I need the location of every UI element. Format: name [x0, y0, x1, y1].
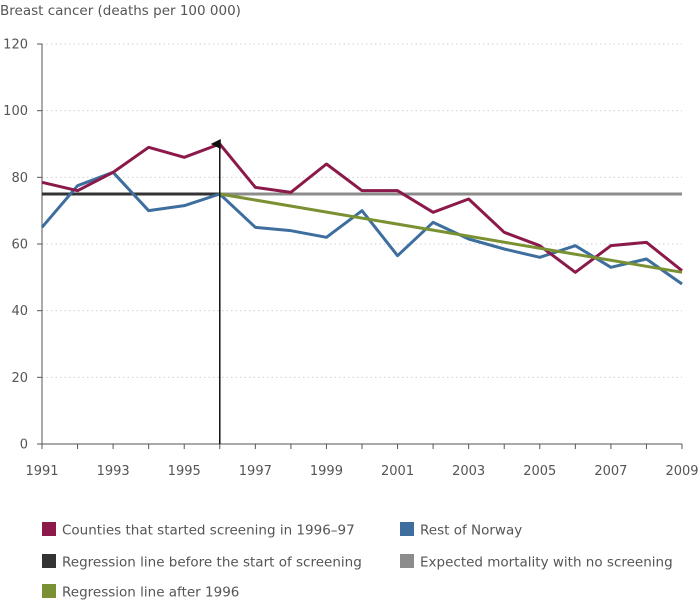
x-tick-label-2001: 2001 [381, 464, 414, 479]
legend: Counties that started screening in 1996–… [42, 522, 673, 601]
legend-swatch-0 [42, 522, 56, 536]
y-tick-label-100: 100 [3, 104, 28, 119]
x-tick-label-1999: 1999 [310, 464, 343, 479]
legend-swatch-2 [42, 554, 56, 568]
grid-lines [42, 43, 682, 378]
legend-label-2: Regression line before the start of scre… [62, 555, 362, 571]
series-line-4 [219, 192, 683, 274]
legend-swatch-4 [42, 584, 56, 598]
series-layer [40, 142, 683, 286]
x-tick-label-1993: 1993 [97, 464, 130, 479]
y-tick-label-80: 80 [11, 171, 28, 186]
y-tick-label-20: 20 [11, 371, 28, 386]
axes: 0 20 40 60 80 100 120 1991 1993 1995 1997 1999 2001 2… [3, 38, 698, 480]
y-tick-label-40: 40 [11, 304, 28, 319]
x-tick-label-1991: 1991 [25, 464, 58, 479]
legend-label-3: Expected mortality with no screening [420, 555, 673, 571]
x-tick-label-1997: 1997 [239, 464, 272, 479]
legend-label-1: Rest of Norway [420, 523, 522, 539]
series-line-0 [41, 142, 683, 274]
legend-swatch-1 [400, 522, 414, 536]
x-tick-label-2005: 2005 [523, 464, 556, 479]
chart-title: Breast cancer (deaths per 100 000) [0, 3, 241, 19]
x-tick-label-2003: 2003 [452, 464, 485, 479]
x-tick-label-2009: 2009 [665, 464, 698, 479]
x-tick-label-1995: 1995 [168, 464, 201, 479]
y-tick-label-0: 0 [20, 438, 28, 453]
legend-swatch-3 [400, 554, 414, 568]
legend-label-0: Counties that started screening in 1996–… [62, 523, 355, 539]
legend-label-4: Regression line after 1996 [62, 585, 239, 601]
y-tick-label-120: 120 [3, 38, 28, 53]
y-tick-label-60: 60 [11, 238, 28, 253]
series-line-1 [40, 170, 683, 286]
x-tick-label-2007: 2007 [594, 464, 627, 479]
